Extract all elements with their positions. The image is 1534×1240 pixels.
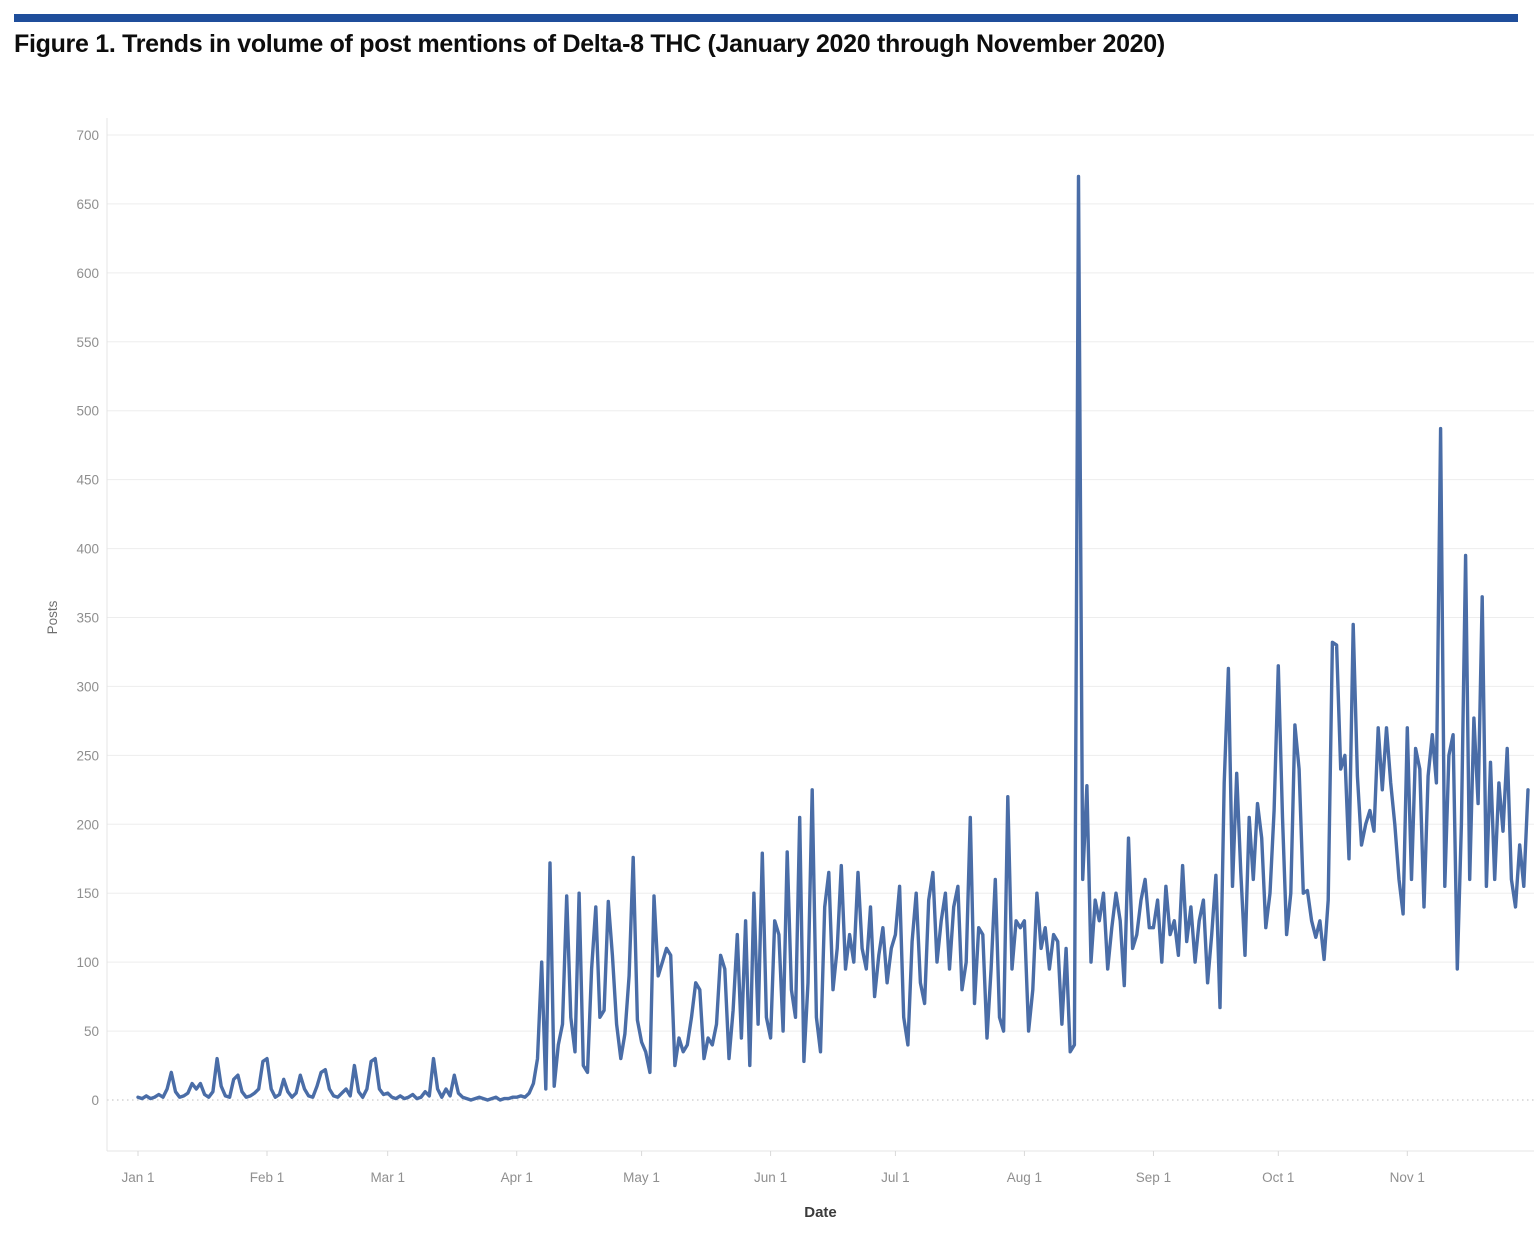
y-tick-label: 350 <box>76 611 99 626</box>
y-tick-label: 550 <box>76 335 99 350</box>
x-tick-label: May 1 <box>623 1170 660 1185</box>
y-tick-label: 50 <box>84 1024 99 1039</box>
header-accent-bar <box>14 14 1518 22</box>
series-line <box>136 174 1530 1102</box>
y-tick-label: 200 <box>76 817 99 832</box>
x-tick-label: Oct 1 <box>1262 1170 1294 1185</box>
x-axis-title: Date <box>804 1204 837 1221</box>
figure-title: Figure 1. Trends in volume of post menti… <box>14 30 1165 58</box>
y-tick-label: 500 <box>76 404 99 419</box>
x-tick-label: Jul 1 <box>881 1170 910 1185</box>
y-axis-title: Posts <box>45 600 60 634</box>
y-tick-label: 600 <box>76 266 99 281</box>
y-tick-label: 150 <box>76 886 99 901</box>
x-tick-label: Mar 1 <box>370 1170 405 1185</box>
x-tick-label: Jun 1 <box>754 1170 787 1185</box>
y-tick-label: 450 <box>76 473 99 488</box>
y-tick-label: 650 <box>76 197 99 212</box>
y-tick-label: 100 <box>76 955 99 970</box>
y-tick-label: 300 <box>76 679 99 694</box>
y-tick-label: 250 <box>76 748 99 763</box>
y-tick-label: 400 <box>76 542 99 557</box>
x-tick-label: Sep 1 <box>1136 1170 1171 1185</box>
x-tick-label: Feb 1 <box>250 1170 285 1185</box>
x-tick-label: Nov 1 <box>1390 1170 1425 1185</box>
y-tick-label: 0 <box>91 1093 99 1108</box>
y-tick-label: 700 <box>76 128 99 143</box>
x-tick-label: Jan 1 <box>121 1170 154 1185</box>
x-tick-label: Aug 1 <box>1007 1170 1042 1185</box>
x-tick-label: Apr 1 <box>501 1170 533 1185</box>
